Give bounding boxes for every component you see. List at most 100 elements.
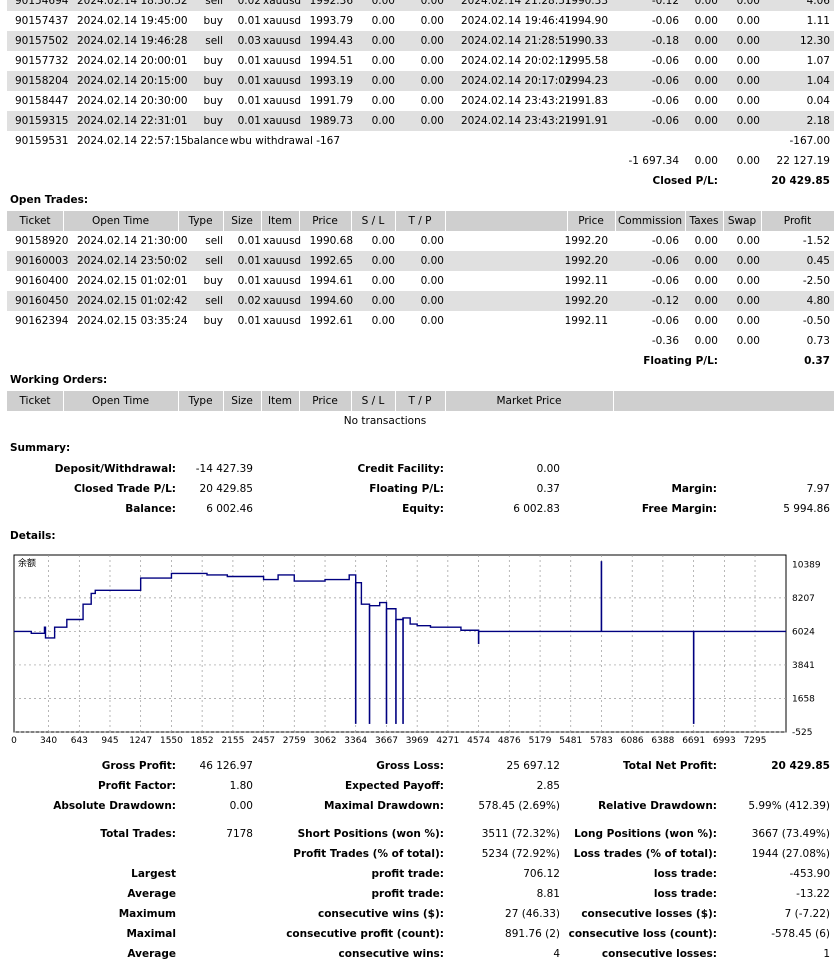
x-tick-label: 5481 <box>559 736 582 746</box>
close-price-cell: 1990.33 <box>564 0 608 7</box>
balance-row: 90159531 2024.02.14 22:57:15 balance wbu… <box>7 131 834 151</box>
mprice-cell: 1992.20 <box>564 235 608 247</box>
x-tick-label: 3364 <box>344 736 367 746</box>
price-cell: 1992.36 <box>309 0 353 7</box>
x-tick-label: 3969 <box>406 736 429 746</box>
tp-cell: 0.00 <box>420 295 444 307</box>
close-price-cell: 1990.33 <box>564 35 608 47</box>
table-row: 90157732 2024.02.14 20:00:01 buy 0.01 xauusd… <box>7 51 834 71</box>
balance-label: Balance: <box>125 503 176 515</box>
swap-cell: 0.00 <box>736 0 760 7</box>
size-cell: 0.01 <box>237 255 261 267</box>
taxes-cell: 0.00 <box>694 55 718 67</box>
no-transactions-text: No transactions <box>343 415 427 427</box>
type-cell: buy <box>203 55 223 67</box>
item-cell: xauusd <box>263 235 302 247</box>
close-time-cell: 2024.02.14 23:43:21 <box>461 95 572 107</box>
profit-cell: -1.52 <box>802 235 830 247</box>
ticket-cell: 90162394 <box>15 315 69 327</box>
col-type: Type <box>188 215 213 227</box>
open-time-cell: 2024.02.15 03:35:24 <box>77 315 188 327</box>
size-cell: 0.01 <box>237 315 261 327</box>
taxes-cell: 0.00 <box>694 275 718 287</box>
item-cell: xauusd <box>263 0 302 7</box>
credit-label: Credit Facility: <box>357 463 444 475</box>
size-cell: 0.01 <box>237 275 261 287</box>
x-tick-label: 3062 <box>314 736 337 746</box>
commission-cell: -0.06 <box>651 75 679 87</box>
commission-cell: -0.12 <box>651 0 679 7</box>
balance-chart: 10389 8207 6024 3841 1658 -525 0 340 643 945 1247 1… <box>11 554 821 746</box>
total-taxes: 0.00 <box>694 155 718 167</box>
commission-cell: -0.06 <box>651 235 679 247</box>
total-commission: -1 697.34 <box>628 155 679 167</box>
col-tp: T / P <box>408 395 432 407</box>
profit-cell: 4.80 <box>806 295 830 307</box>
commission-cell: -0.06 <box>651 275 679 287</box>
ticket-cell: 90157437 <box>15 15 69 27</box>
close-time-cell: 2024.02.14 19:46:41 <box>461 15 572 27</box>
table-row: 90154694 2024.02.14 18:30:52 sell 0.02 xauus… <box>7 0 834 11</box>
swap-cell: 0.00 <box>736 255 760 267</box>
tp-cell: 0.00 <box>420 95 444 107</box>
max-consecutive-wins-value: 27 (46.33) <box>505 908 560 920</box>
open-total-swap: 0.00 <box>736 335 760 347</box>
working-orders-header: Ticket Open Time Type Size Item Price S … <box>7 391 834 411</box>
largest-label: Largest <box>131 868 176 880</box>
tp-cell: 0.00 <box>420 35 444 47</box>
price-cell: 1993.19 <box>309 75 353 87</box>
net-profit-label: Total Net Profit: <box>622 760 717 772</box>
maximal-profit-value: 891.76 (2) <box>505 928 560 940</box>
loss-trades-label: Loss trades (% of total): <box>573 848 717 860</box>
average-profit-value: 8.81 <box>536 888 560 900</box>
x-tick-label: 6691 <box>682 736 705 746</box>
x-tick-label: 6993 <box>713 736 736 746</box>
ticket-cell: 90159531 <box>15 135 69 147</box>
balance-value: 6 002.46 <box>206 503 253 515</box>
equity-label: Equity: <box>402 503 444 515</box>
close-time-cell: 2024.02.14 21:28:51 <box>461 0 572 7</box>
close-time-cell: 2024.02.14 20:17:02 <box>461 75 572 87</box>
tp-cell: 0.00 <box>420 55 444 67</box>
y-tick-label: -525 <box>792 728 812 738</box>
closed-pl-label: Closed P/L: <box>652 175 718 187</box>
average-consecutive-label: Average <box>127 948 176 960</box>
size-cell: 0.01 <box>237 95 261 107</box>
taxes-cell: 0.00 <box>694 255 718 267</box>
x-tick-label: 4574 <box>467 736 490 746</box>
taxes-cell: 0.00 <box>694 15 718 27</box>
col-open-time: Open Time <box>91 395 150 407</box>
price-cell: 1993.79 <box>309 15 353 27</box>
ticket-cell: 90158920 <box>15 235 69 247</box>
type-cell: buy <box>203 75 223 87</box>
details-title: Details: <box>10 530 56 542</box>
open-time-cell: 2024.02.14 19:46:28 <box>77 35 188 47</box>
close-time-cell: 2024.02.14 20:02:12 <box>461 55 572 67</box>
size-cell: 0.01 <box>237 15 261 27</box>
maximal-loss-label: consecutive loss (count): <box>568 928 717 940</box>
max-consecutive-losses-label: consecutive losses ($): <box>581 908 717 920</box>
absolute-drawdown-label: Absolute Drawdown: <box>53 800 176 812</box>
gross-profit-label: Gross Profit: <box>101 760 176 772</box>
sl-cell: 0.00 <box>371 55 395 67</box>
working-orders-title: Working Orders: <box>10 374 108 386</box>
commission-cell: -0.06 <box>651 55 679 67</box>
x-tick-label: 6388 <box>651 736 674 746</box>
total-trades-value: 7178 <box>226 828 253 840</box>
working-orders-empty-row: No transactions <box>7 411 834 431</box>
type-cell: balance <box>187 135 229 147</box>
col-item: Item <box>268 215 292 227</box>
table-row: 90160450 2024.02.15 01:02:42 sell 0.02 xauus… <box>7 291 834 311</box>
close-price-cell: 1994.90 <box>564 15 608 27</box>
closed-pl-value: 20 429.85 <box>771 175 830 187</box>
avg-consecutive-wins-label: consecutive wins: <box>338 948 444 960</box>
tp-cell: 0.00 <box>420 255 444 267</box>
profit-cell: 1.04 <box>806 75 830 87</box>
close-price-cell: 1991.83 <box>564 95 608 107</box>
table-row: 90160003 2024.02.14 23:50:02 sell 0.01 xauus… <box>7 251 834 271</box>
type-cell: buy <box>203 315 223 327</box>
tp-cell: 0.00 <box>420 315 444 327</box>
table-row: 90158447 2024.02.14 20:30:00 buy 0.01 xauusd… <box>7 91 834 111</box>
item-cell: xauusd <box>263 35 302 47</box>
price-cell: 1989.73 <box>309 115 353 127</box>
